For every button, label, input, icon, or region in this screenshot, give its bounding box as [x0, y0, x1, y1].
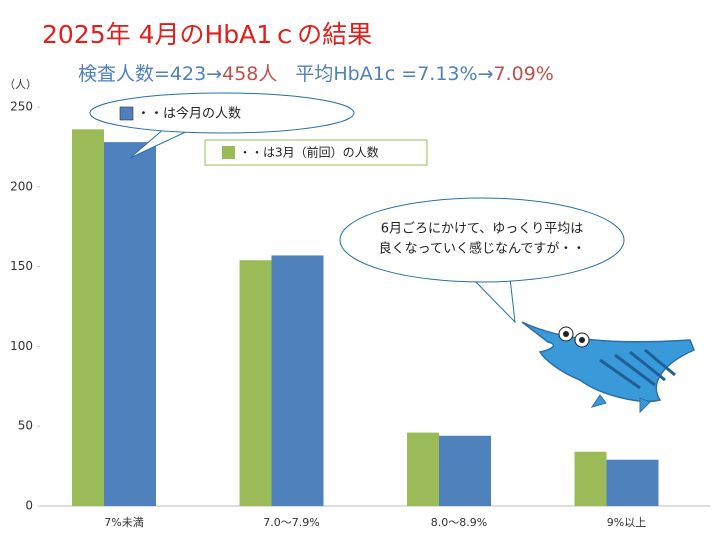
annotation-text: 6月ごろにかけて、ゆっくり平均は: [381, 221, 584, 237]
y-tick-label: 50: [18, 419, 33, 433]
x-tick-label: 7.0～7.9%: [263, 516, 319, 529]
bar: [239, 260, 272, 506]
bar: [574, 451, 607, 506]
chart-title: 2025年 4月のHbA1ｃの結果: [42, 20, 372, 49]
y-tick-label: 200: [10, 179, 33, 193]
legend-box: ・・は3月（前回）の人数: [204, 139, 428, 166]
legend-swatch: [222, 146, 235, 159]
y-tick-label: 250: [10, 100, 33, 114]
bar: [271, 255, 324, 506]
subtitle-part: 458人: [222, 63, 277, 85]
speech-bubble: 6月ごろにかけて、ゆっくり平均は 良くなっていく感じなんですが・・: [339, 197, 625, 324]
y-tick-label: 150: [10, 259, 33, 273]
subtitle-part: 検査人数=423→: [78, 63, 222, 85]
legend-bubble: ・・は今月の人数: [89, 92, 355, 159]
y-axis-label: （人）: [4, 78, 37, 91]
subtitle-part: 7.09%: [494, 63, 554, 85]
subtitle: 検査人数=423→458人 平均HbA1c =7.13%→7.09%: [78, 63, 554, 85]
bar: [72, 129, 104, 506]
crocodile-illustration: [521, 321, 695, 414]
x-tick-label: 7%未満: [104, 516, 143, 529]
subtitle-part: 平均HbA1c =7.13%→: [295, 63, 493, 85]
bar: [104, 142, 156, 506]
bar: [407, 432, 439, 506]
annotation-text: 良くなっていく感じなんですが・・: [379, 241, 586, 257]
bar: [606, 459, 659, 506]
legend-label: ・・は今月の人数: [137, 106, 241, 122]
bubble: [89, 92, 355, 134]
y-tick-label: 100: [10, 339, 33, 353]
x-tick-label: 8.0～8.9%: [431, 516, 487, 529]
legend-frame: [204, 139, 428, 166]
subtitle-text: 検査人数=423→458人 平均HbA1c =7.13%→7.09%: [78, 63, 554, 85]
bar: [439, 435, 491, 506]
y-tick-label: 0: [25, 499, 33, 513]
legend-label: ・・は3月（前回）の人数: [239, 145, 379, 160]
x-tick-label: 9%以上: [607, 516, 646, 529]
legend-swatch: [119, 106, 134, 121]
